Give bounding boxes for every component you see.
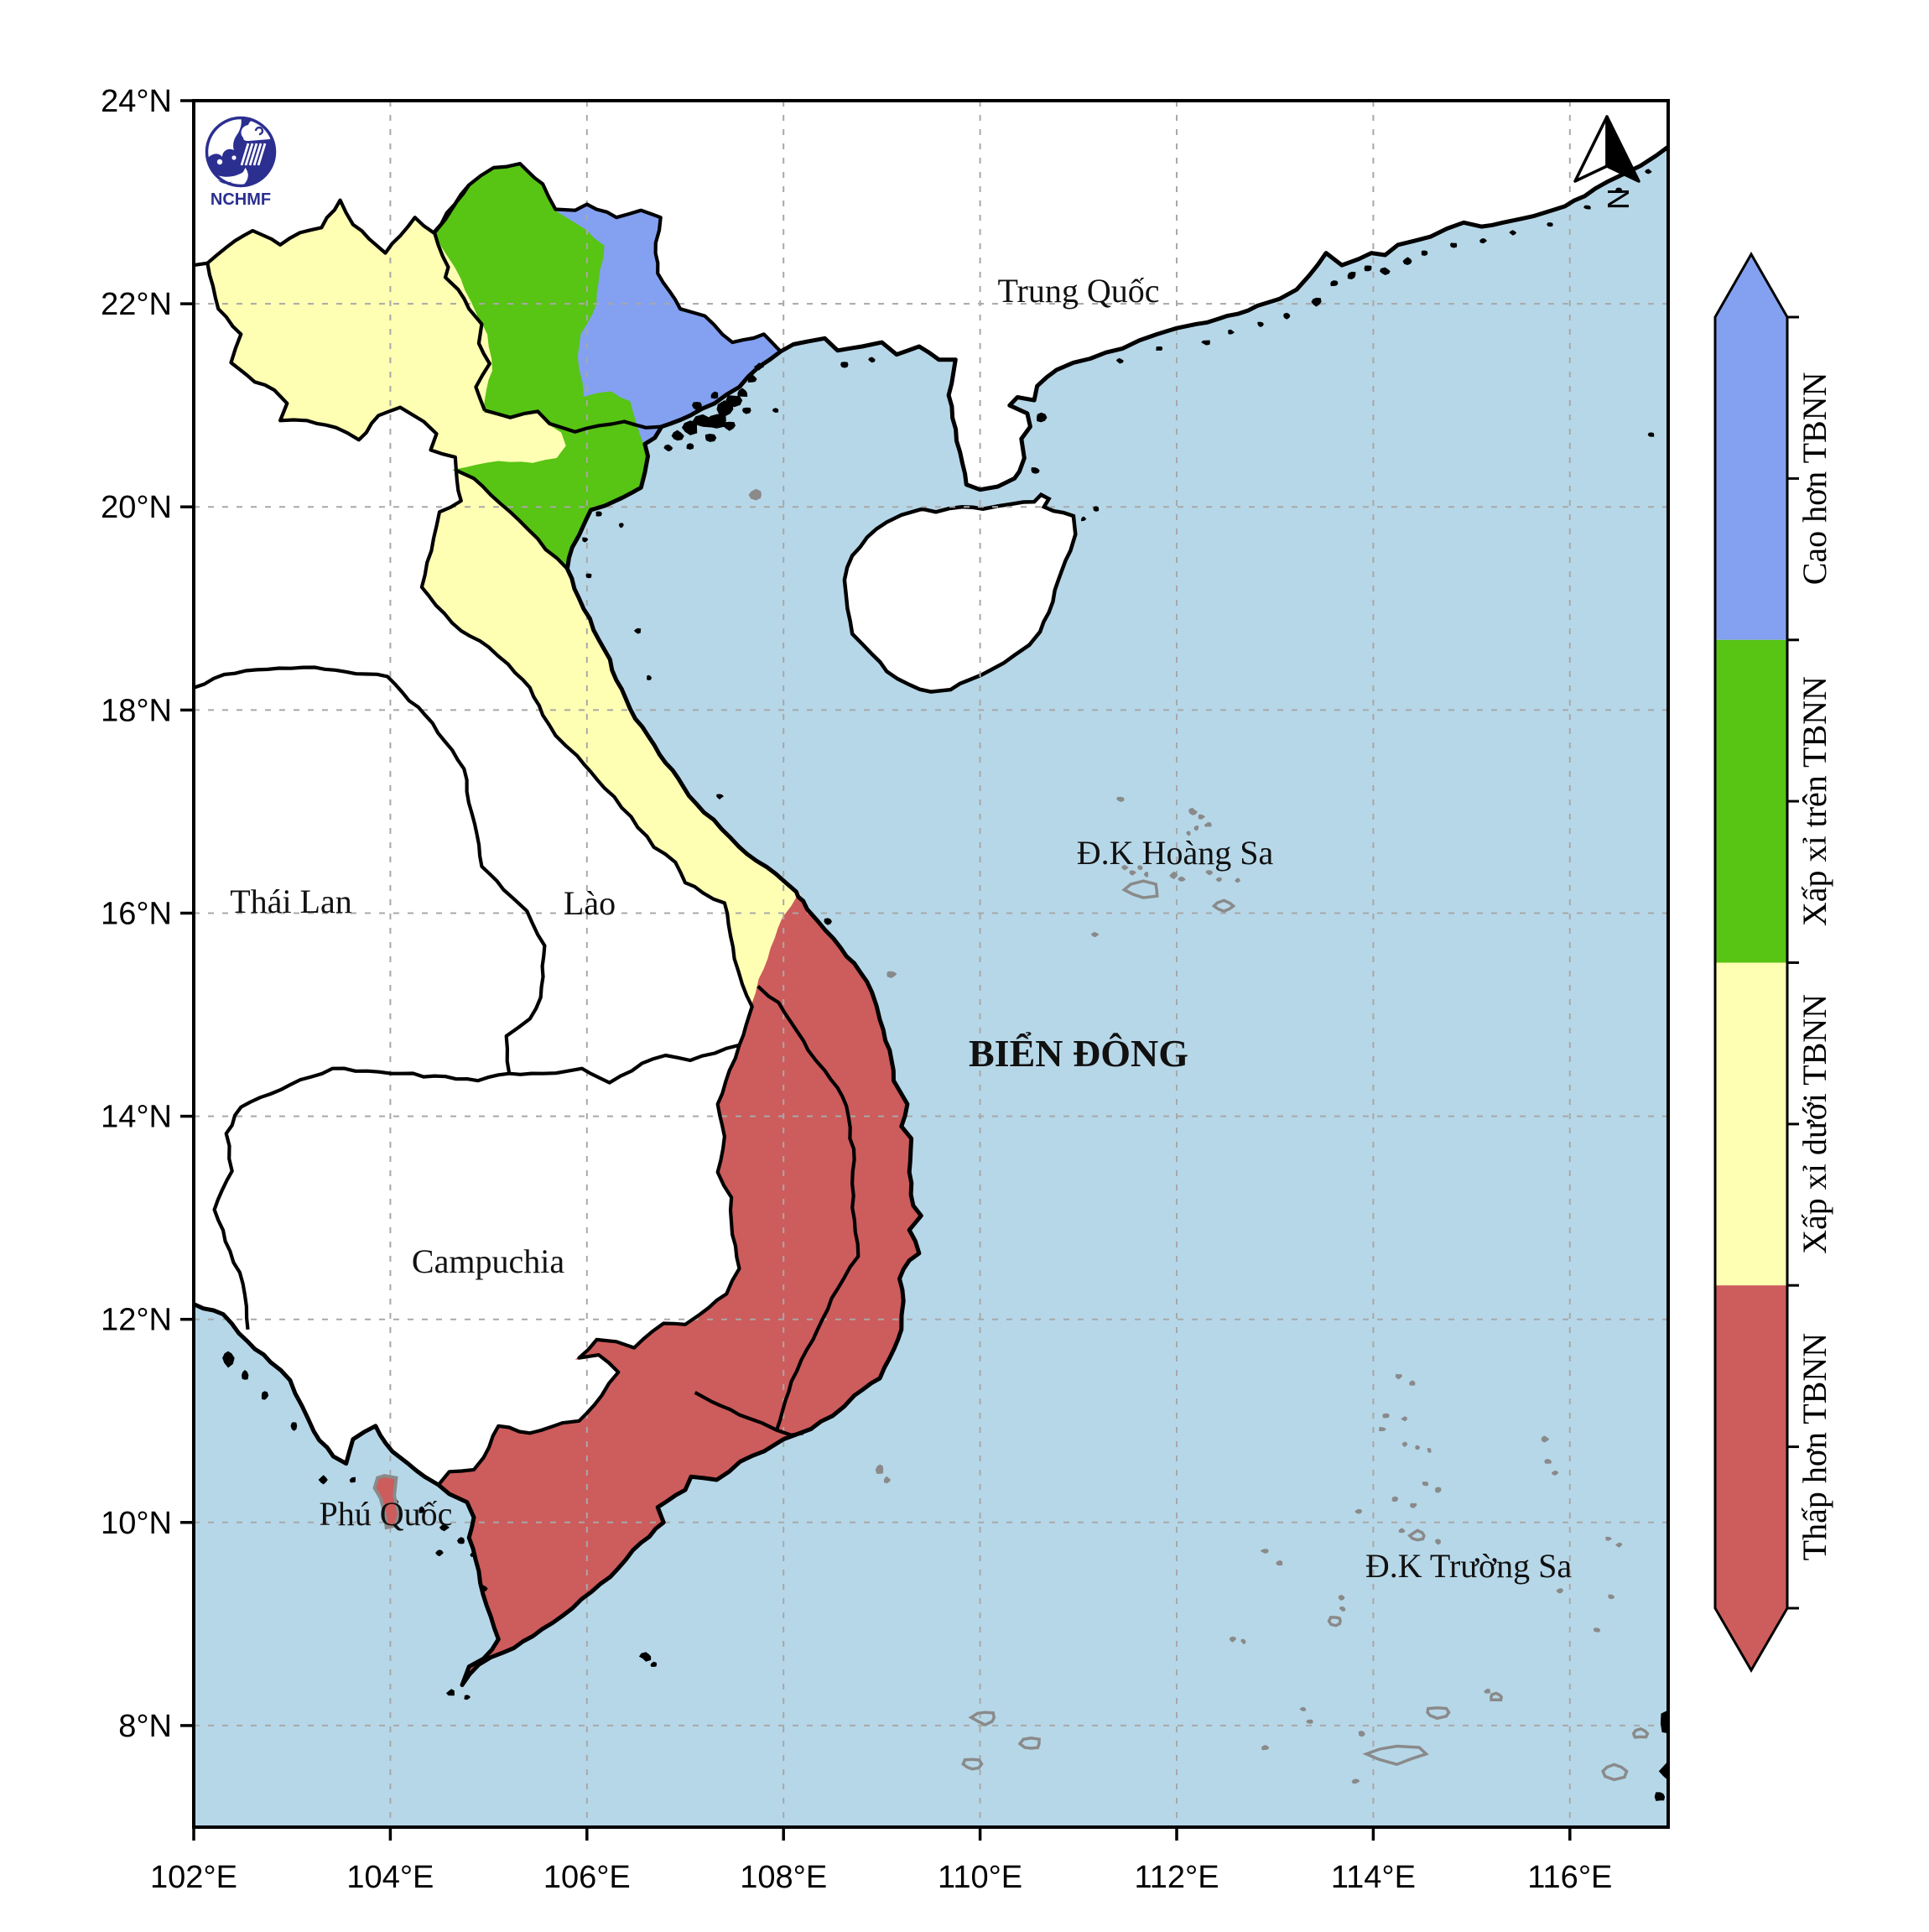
svg-text:12°N: 12°N [101, 1303, 172, 1338]
svg-text:22°N: 22°N [101, 287, 172, 322]
svg-text:114°E: 114°E [1331, 1860, 1416, 1895]
svg-text:102°E: 102°E [150, 1860, 237, 1895]
svg-text:20°N: 20°N [101, 490, 172, 525]
svg-text:18°N: 18°N [101, 693, 172, 728]
svg-text:Cao hơn TBNN: Cao hơn TBNN [1796, 372, 1833, 586]
svg-text:8°N: 8°N [118, 1709, 172, 1744]
svg-text:Thấp hơn TBNN: Thấp hơn TBNN [1796, 1333, 1833, 1561]
svg-text:Thái Lan: Thái Lan [230, 883, 352, 920]
svg-text:16°N: 16°N [101, 896, 172, 931]
svg-text:Trung Quốc: Trung Quốc [998, 272, 1160, 310]
svg-text:Đ.K Hoàng Sa: Đ.K Hoàng Sa [1077, 834, 1274, 872]
svg-text:104°E: 104°E [346, 1860, 434, 1895]
svg-text:Lào: Lào [564, 884, 616, 922]
svg-text:Xấp xỉ dưới TBNN: Xấp xỉ dưới TBNN [1796, 994, 1833, 1254]
svg-text:14°N: 14°N [101, 1100, 172, 1135]
svg-text:10°N: 10°N [101, 1506, 172, 1541]
svg-text:24°N: 24°N [101, 84, 172, 119]
svg-text:Phú Quốc: Phú Quốc [320, 1495, 453, 1533]
svg-text:112°E: 112°E [1134, 1860, 1219, 1895]
svg-text:Đ.K Trường Sa: Đ.K Trường Sa [1365, 1547, 1572, 1585]
svg-text:Campuchia: Campuchia [412, 1242, 564, 1280]
svg-text:N: N [1601, 188, 1635, 210]
svg-text:BIỂN ĐÔNG: BIỂN ĐÔNG [969, 1031, 1188, 1075]
svg-text:116°E: 116°E [1527, 1860, 1612, 1895]
svg-text:110°E: 110°E [938, 1860, 1022, 1895]
svg-text:106°E: 106°E [543, 1860, 631, 1895]
svg-text:Xấp xỉ trên TBNN: Xấp xỉ trên TBNN [1796, 676, 1833, 926]
svg-text:108°E: 108°E [740, 1860, 827, 1895]
svg-text:NCHMF: NCHMF [211, 190, 271, 209]
